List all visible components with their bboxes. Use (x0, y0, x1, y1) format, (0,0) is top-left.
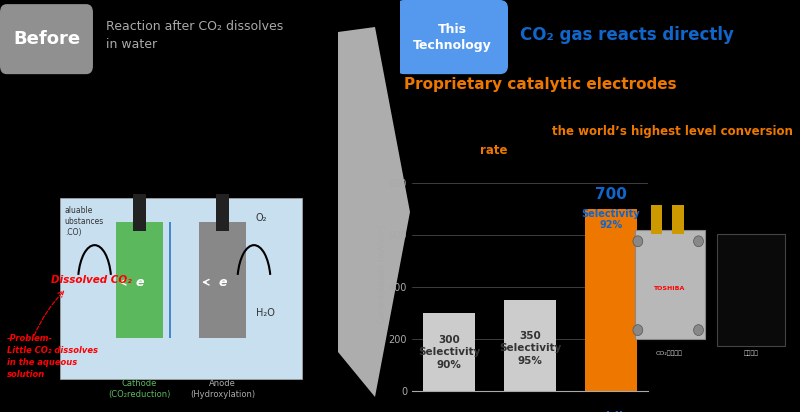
Circle shape (633, 325, 642, 335)
Circle shape (633, 236, 642, 247)
Text: O₂: O₂ (256, 213, 267, 223)
Text: -Problem-
Little CO₂ dissolves
in the aqueous
solution: -Problem- Little CO₂ dissolves in the aq… (6, 334, 98, 379)
Bar (504, 300, 556, 391)
Y-axis label: Current density (mA/cm²): Current density (mA/cm²) (378, 225, 387, 323)
Text: aluable
ubstances
.CO): aluable ubstances .CO) (65, 206, 104, 237)
Text: H₂O: H₂O (256, 308, 274, 318)
Text: 触媒電極: 触媒電極 (743, 351, 758, 356)
FancyBboxPatch shape (396, 0, 508, 74)
Text: Anode
(Hydroxylation): Anode (Hydroxylation) (190, 379, 255, 399)
Text: Cathode
(CO₂reduction): Cathode (CO₂reduction) (108, 379, 170, 399)
Bar (169, 222, 171, 338)
FancyBboxPatch shape (634, 230, 705, 339)
Text: TOSHIBA: TOSHIBA (654, 286, 685, 291)
Bar (422, 313, 475, 391)
Text: the world’s highest level conversion: the world’s highest level conversion (552, 125, 793, 138)
Text: rate: rate (480, 144, 507, 157)
Bar (116, 222, 162, 338)
Text: Before: Before (13, 30, 80, 48)
Text: e: e (135, 276, 144, 289)
Text: This
Technology: This Technology (413, 23, 491, 52)
Text: CO₂電解セル: CO₂電解セル (655, 351, 682, 356)
Polygon shape (338, 27, 410, 397)
Text: Reaction after CO₂ dissolves
in water: Reaction after CO₂ dissolves in water (106, 19, 283, 51)
Text: 700: 700 (595, 187, 627, 202)
FancyBboxPatch shape (717, 234, 786, 346)
Bar (672, 205, 684, 234)
Circle shape (694, 325, 703, 335)
Text: Proprietary catalytic electrodes: Proprietary catalytic electrodes (404, 77, 677, 92)
Text: e: e (218, 276, 226, 289)
Bar (133, 194, 146, 231)
Bar (216, 194, 229, 231)
FancyBboxPatch shape (60, 198, 302, 379)
Text: Dissolved CO₂: Dissolved CO₂ (51, 275, 132, 285)
FancyBboxPatch shape (0, 4, 93, 74)
Text: 350
Selectivity
95%: 350 Selectivity 95% (499, 331, 561, 366)
Bar (651, 205, 662, 234)
Text: CO₂ gas reacts directly: CO₂ gas reacts directly (520, 26, 734, 44)
Text: 300
Selectivity
90%: 300 Selectivity 90% (418, 335, 480, 370)
Text: Toshiba: Toshiba (584, 411, 638, 412)
Circle shape (694, 236, 703, 247)
Bar (199, 222, 246, 338)
Bar (585, 209, 638, 391)
Text: Selectivity
92%: Selectivity 92% (582, 209, 640, 230)
